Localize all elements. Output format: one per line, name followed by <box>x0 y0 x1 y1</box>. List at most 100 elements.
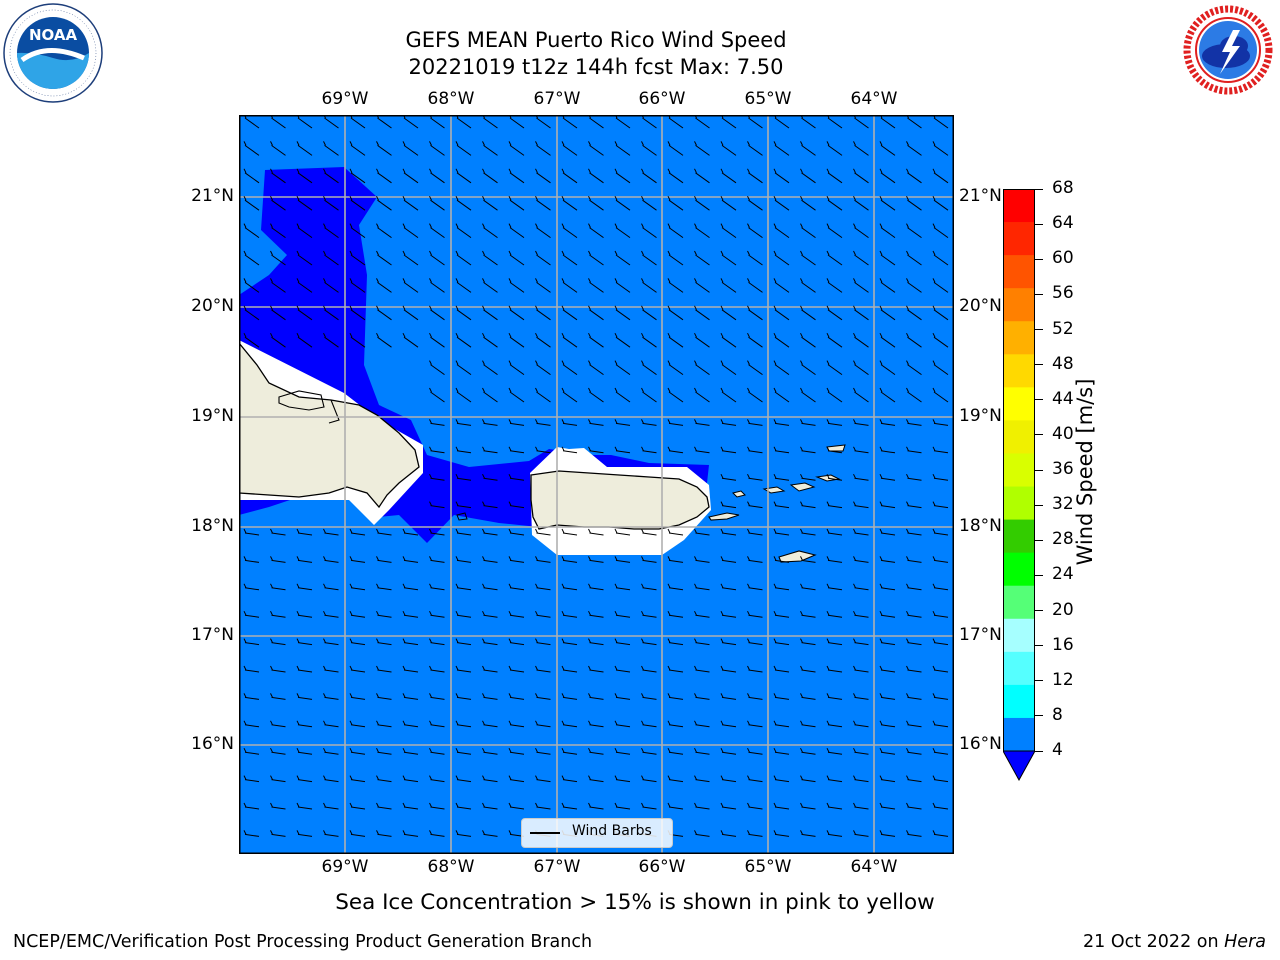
wind-barb <box>748 422 763 426</box>
wind-barb-flag <box>879 250 883 256</box>
wind-barb-flag <box>720 419 724 424</box>
wind-barb <box>403 336 419 348</box>
wind-barb <box>430 144 445 156</box>
wind-barb <box>615 309 631 321</box>
footer-date: 21 Oct 2022 on Hera <box>1083 932 1266 952</box>
wind-barb <box>350 614 366 618</box>
wind-barb <box>430 172 445 184</box>
wind-barb <box>615 614 631 618</box>
wind-barb <box>297 281 313 293</box>
lon-label-bottom: 64°W <box>850 857 898 877</box>
wind-barb-flag <box>800 332 803 338</box>
wind-barb-flag <box>614 223 618 228</box>
wind-barb <box>774 833 790 837</box>
wind-barb-flag <box>402 141 406 146</box>
wind-barb <box>271 696 286 700</box>
wind-barb <box>774 696 790 700</box>
wind-barb-flag <box>694 360 697 365</box>
wind-barb-flag <box>561 250 565 256</box>
colorbar-tick-label: 16 <box>1052 634 1074 655</box>
wind-barb <box>562 117 578 129</box>
wind-barb-flag <box>906 332 909 338</box>
wind-barb-flag <box>376 305 379 311</box>
wind-barb-flag <box>296 693 300 698</box>
wind-barb <box>695 614 710 618</box>
wind-barb <box>907 336 922 348</box>
wind-barb-flag <box>853 802 856 808</box>
wind-barb <box>324 559 339 563</box>
gridlines <box>239 115 954 854</box>
wind-barb <box>509 309 525 321</box>
wind-barb <box>615 559 631 563</box>
colorbar-tick-mark <box>1035 715 1043 717</box>
wind-barb-flag <box>482 556 485 561</box>
colorbar-frame <box>1003 189 1035 752</box>
wind-barb <box>483 724 498 728</box>
wind-barb <box>589 559 604 563</box>
wind-barb <box>695 779 710 783</box>
wind-barb-flag <box>482 278 485 283</box>
wind-barb-flag <box>402 665 406 671</box>
colorbar-segment <box>1003 486 1035 521</box>
wind-barb-flag <box>667 419 671 424</box>
wind-barb-flag <box>508 528 512 534</box>
wind-barb-flag <box>270 775 273 780</box>
wind-barb-flag <box>561 360 565 365</box>
wind-barb-flag <box>641 141 644 146</box>
wind-barb <box>297 309 313 321</box>
wind-barb <box>562 254 578 266</box>
wind-barb-flag <box>614 802 618 808</box>
wind-barb <box>536 696 551 700</box>
wind-barb <box>695 281 710 293</box>
island-tortola <box>815 474 841 482</box>
wind-barb-flag <box>932 528 936 534</box>
wind-barb-flag <box>535 802 538 808</box>
wind-barb-flag <box>482 693 485 698</box>
wind-barb-flag <box>482 720 485 726</box>
wind-barb-flag <box>270 556 273 561</box>
wind-barb-flag <box>243 332 247 338</box>
wind-barb <box>297 532 313 536</box>
wind-barb <box>827 779 843 783</box>
wind-barb <box>324 669 339 673</box>
wind-barb <box>642 254 657 266</box>
wind-barb <box>509 532 525 536</box>
colorbar-svg <box>1002 189 1036 782</box>
wind-barb-flag <box>482 830 485 835</box>
wind-barb <box>854 642 869 646</box>
wind-barb <box>668 450 684 454</box>
wind-barb <box>456 669 472 673</box>
wind-barb-flag <box>932 802 936 808</box>
wind-barb-flag <box>270 528 273 534</box>
wind-barb <box>456 559 472 563</box>
wind-barb <box>695 833 710 837</box>
wind-barb <box>271 227 286 239</box>
colorbar-tick-label: 64 <box>1052 213 1074 234</box>
wind-barb <box>827 336 843 348</box>
wind-barb <box>562 532 578 536</box>
wind-barb-flag <box>773 473 777 479</box>
wind-barb-flag <box>455 556 459 561</box>
wind-barb-flag <box>641 305 644 311</box>
wind-barb-flag <box>455 473 459 479</box>
wind-barb-flag <box>853 141 856 146</box>
wind-barb <box>801 669 816 673</box>
wind-barb-flag <box>932 278 936 283</box>
wind-barb-flag <box>455 693 459 698</box>
wind-barb-flag <box>455 168 459 174</box>
wind-barb <box>244 199 260 211</box>
wind-barb <box>695 669 710 673</box>
wind-barb <box>668 227 684 239</box>
wind-barb <box>880 336 896 348</box>
wind-barb-flag <box>402 720 406 726</box>
colorbar-tick-mark <box>1035 610 1043 611</box>
wind-barb-flag <box>694 720 697 726</box>
wind-barb <box>880 281 896 293</box>
wind-barb <box>827 172 843 184</box>
wind-barb <box>509 336 525 348</box>
wind-barb <box>297 587 313 591</box>
wind-barb-flag <box>694 278 697 283</box>
wind-barb-flag <box>853 528 856 534</box>
wind-barb-flag <box>349 223 353 228</box>
wind-barb <box>801 117 816 129</box>
